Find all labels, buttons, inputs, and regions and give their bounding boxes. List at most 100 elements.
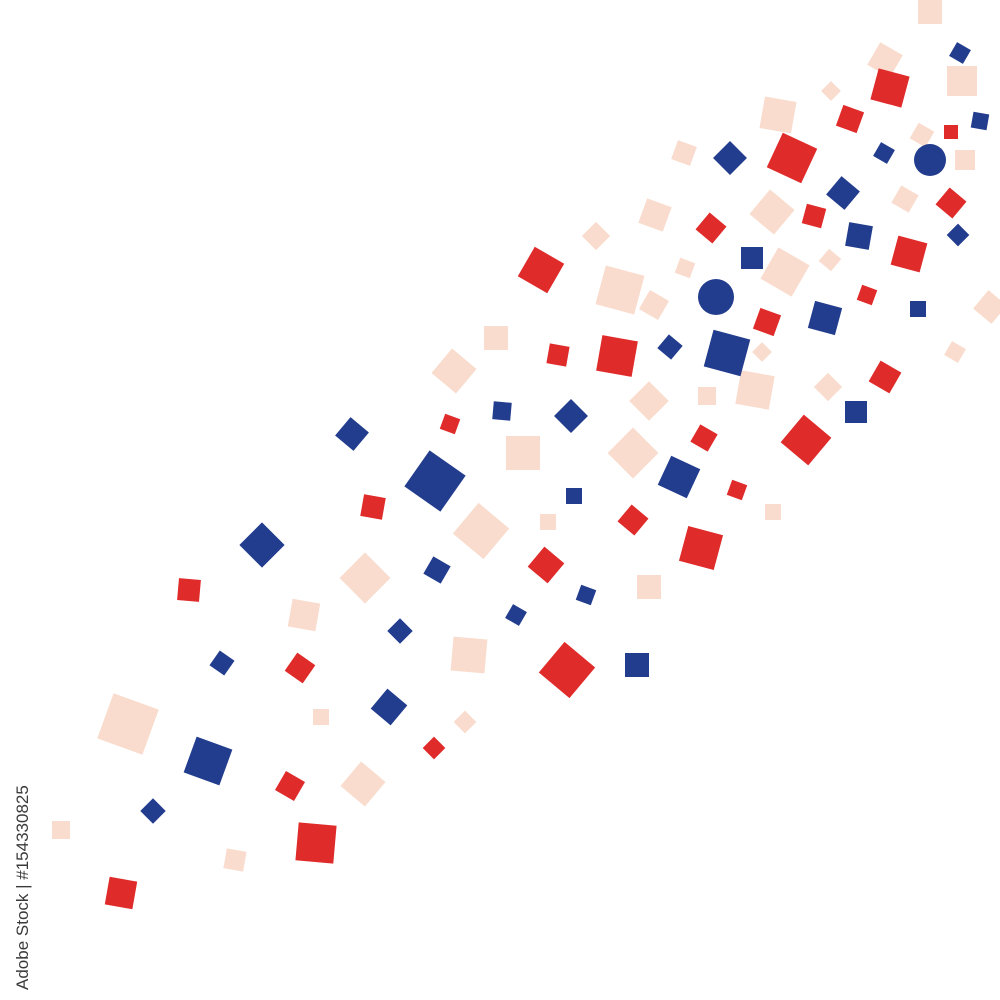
confetti-square <box>760 247 810 297</box>
confetti-square <box>891 185 919 213</box>
confetti-square <box>540 514 556 530</box>
confetti-square <box>671 140 697 166</box>
confetti-square <box>935 187 967 219</box>
confetti-square <box>752 307 782 337</box>
confetti-square <box>340 761 386 807</box>
confetti-square <box>949 42 971 64</box>
confetti-square <box>596 335 638 377</box>
confetti-square <box>726 479 748 501</box>
confetti-square <box>554 399 588 433</box>
confetti-square <box>678 525 724 571</box>
confetti-square <box>439 413 461 435</box>
confetti-square <box>52 821 70 839</box>
confetti-square <box>575 584 597 606</box>
confetti-square <box>538 641 596 699</box>
confetti-square <box>607 427 659 479</box>
confetti-square <box>637 575 661 599</box>
confetti-square <box>566 488 582 504</box>
confetti-square <box>625 653 649 677</box>
confetti <box>52 0 1000 910</box>
confetti-square <box>284 652 316 684</box>
confetti-square <box>856 284 878 306</box>
confetti-square <box>918 0 942 24</box>
confetti-square <box>313 709 329 725</box>
confetti-square <box>845 222 873 250</box>
confetti-square <box>947 66 977 96</box>
confetti-square <box>104 876 138 910</box>
confetti-square <box>404 450 466 512</box>
confetti-square <box>657 334 683 360</box>
confetti-square <box>422 736 446 760</box>
confetti-square <box>657 455 701 499</box>
confetti-square <box>546 343 570 367</box>
confetti-square <box>765 504 781 520</box>
confetti-square <box>741 247 763 269</box>
confetti-square <box>452 502 510 560</box>
confetti-square <box>629 381 669 421</box>
confetti-square <box>370 688 408 726</box>
confetti-square <box>527 546 565 584</box>
confetti-dot <box>698 279 734 315</box>
confetti-square <box>339 552 391 604</box>
confetti-square <box>274 770 306 802</box>
confetti-square <box>835 104 865 134</box>
confetti-square <box>360 494 386 520</box>
confetti-square <box>713 141 747 175</box>
confetti-square <box>690 424 718 452</box>
confetti-square <box>749 189 795 235</box>
confetti-square <box>295 822 337 864</box>
confetti-square <box>944 125 958 139</box>
confetti-square <box>505 604 527 626</box>
confetti-square <box>695 212 727 244</box>
confetti-square <box>287 598 321 632</box>
confetti-square <box>517 246 565 294</box>
confetti-square <box>807 300 843 336</box>
confetti-square <box>506 436 540 470</box>
confetti-square <box>223 848 247 872</box>
confetti-square <box>890 235 928 273</box>
confetti-square <box>909 122 935 148</box>
confetti-square <box>973 290 1000 324</box>
confetti-square <box>581 221 611 251</box>
confetti-square <box>970 111 990 131</box>
confetti-square <box>703 329 751 377</box>
confetti-square <box>492 401 512 421</box>
confetti-square <box>450 636 488 674</box>
confetti-square <box>910 301 926 317</box>
confetti-square <box>759 96 797 134</box>
confetti-square <box>801 203 827 229</box>
confetti-square <box>752 342 772 362</box>
confetti-square <box>735 370 775 410</box>
confetti-square <box>698 387 716 405</box>
confetti-square <box>674 257 696 279</box>
confetti-square <box>818 248 842 272</box>
confetti-dot <box>914 144 946 176</box>
confetti-square <box>183 736 233 786</box>
watermark-text: Adobe Stock | #154330825 <box>13 785 32 990</box>
confetti-square <box>209 650 235 676</box>
confetti-square <box>955 150 975 170</box>
confetti-square <box>453 710 477 734</box>
confetti-square <box>870 68 910 108</box>
confetti-square <box>780 414 832 466</box>
confetti-square <box>867 42 903 78</box>
confetti-square <box>873 142 895 164</box>
confetti-square <box>484 326 508 350</box>
confetti-square <box>387 618 413 644</box>
confetti-square <box>638 198 672 232</box>
confetti-square <box>845 401 867 423</box>
confetti-square <box>638 289 670 321</box>
confetti-square <box>140 798 166 824</box>
confetti-square <box>335 417 369 451</box>
confetti-square <box>766 132 818 184</box>
confetti-square <box>177 578 201 602</box>
confetti-square <box>868 360 902 394</box>
confetti-square <box>813 372 843 402</box>
confetti-square <box>595 265 645 315</box>
confetti-square <box>423 556 451 584</box>
confetti-square <box>944 341 966 363</box>
confetti-square <box>431 348 477 394</box>
confetti-square <box>617 504 649 536</box>
